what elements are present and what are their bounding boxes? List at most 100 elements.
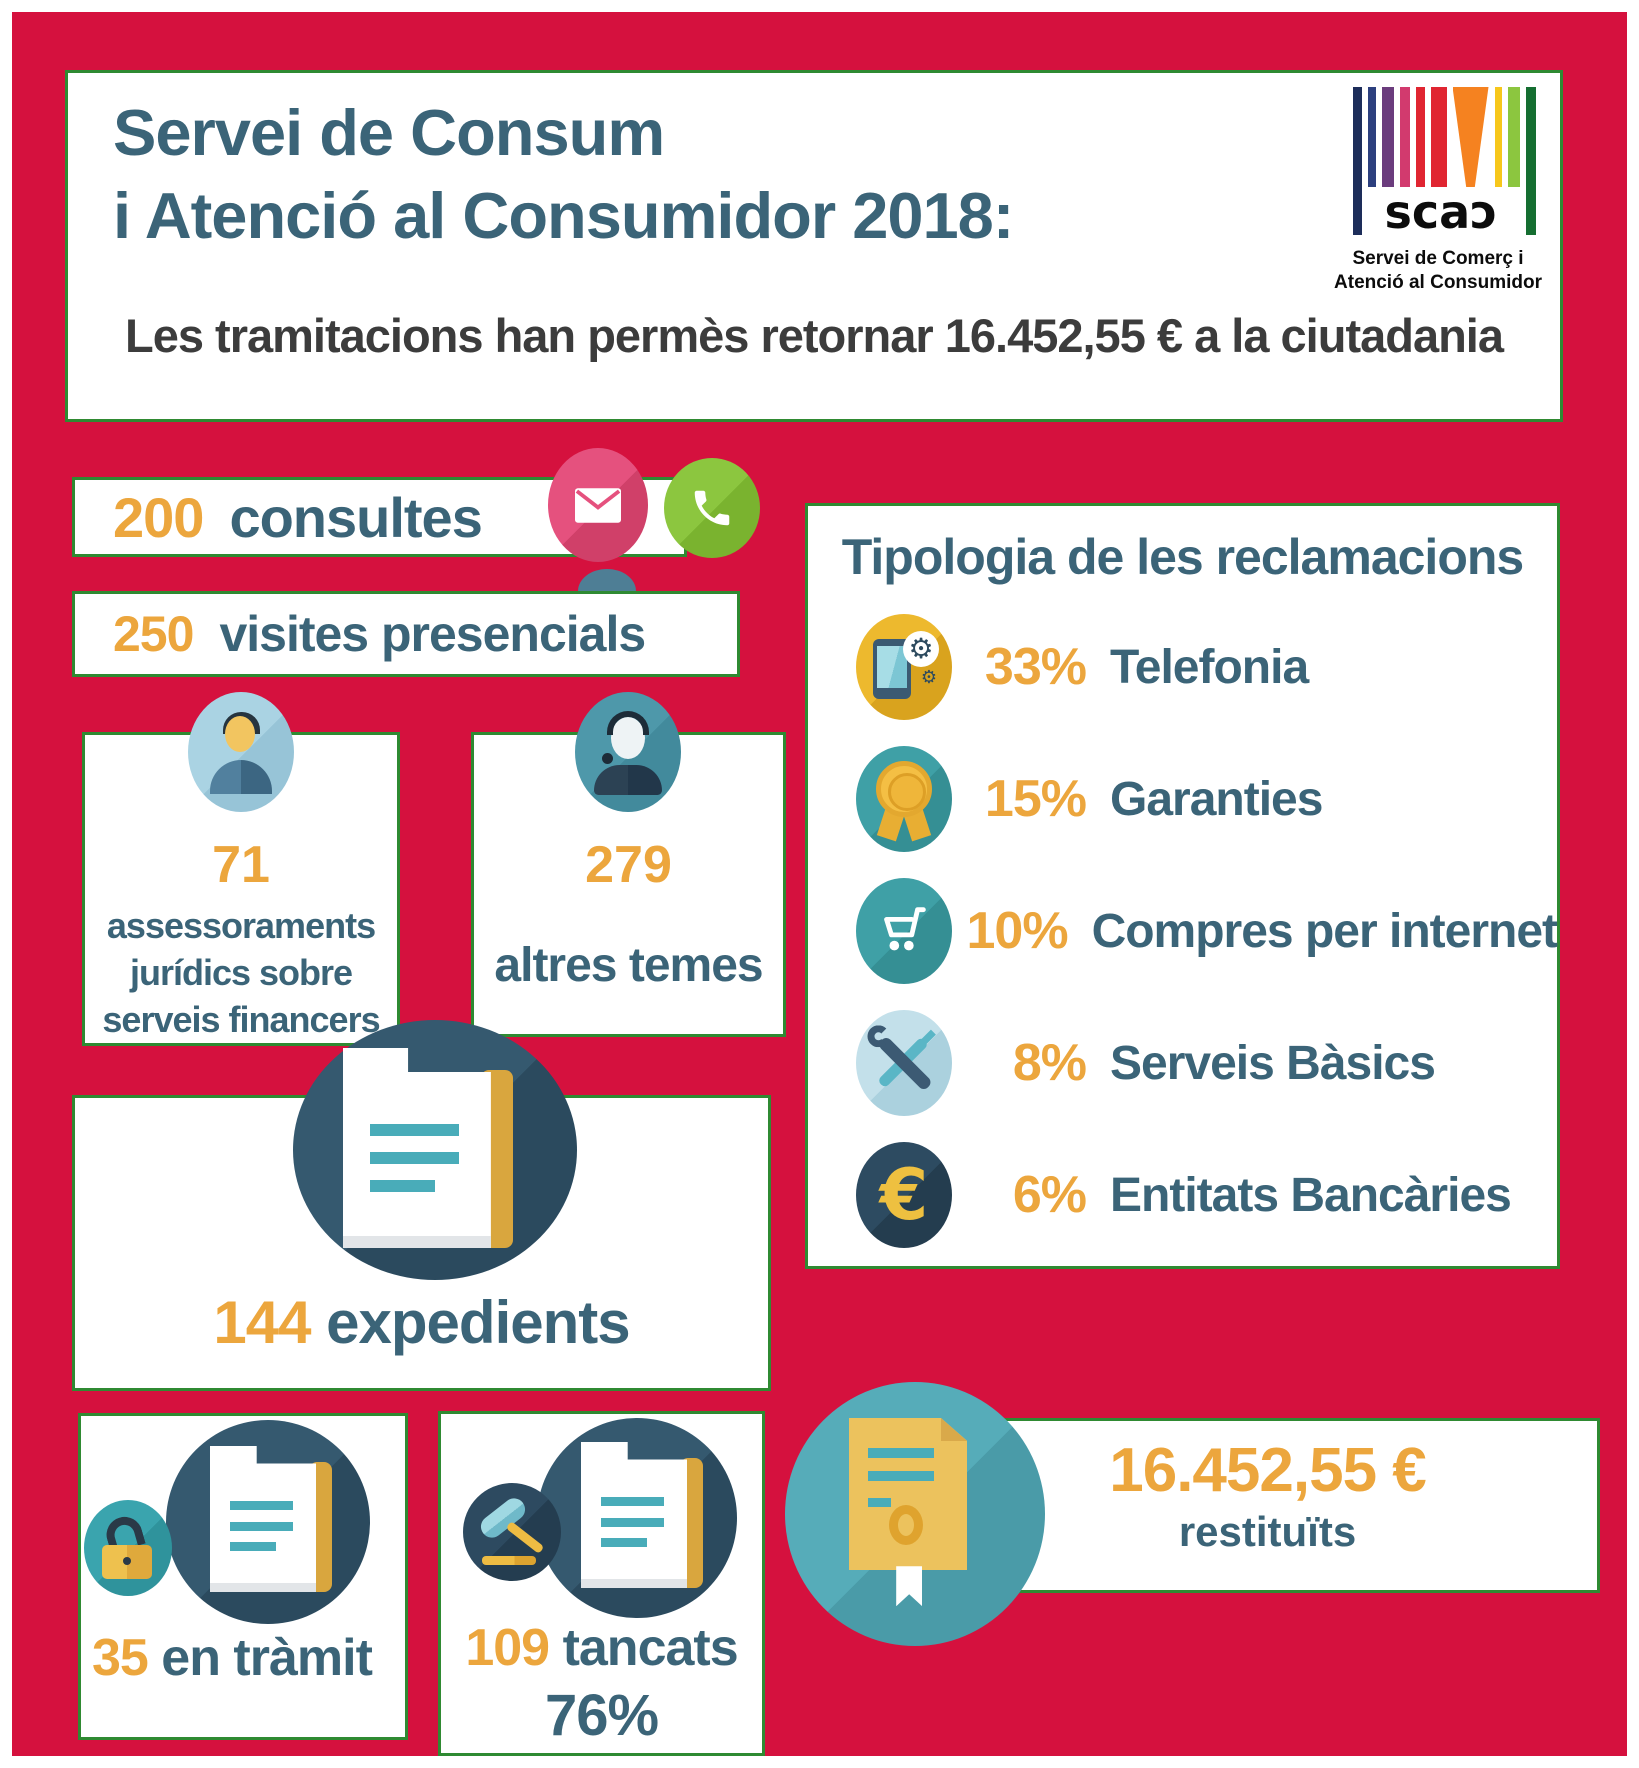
euro-icon: € [856, 1142, 952, 1248]
logo-bar [1415, 87, 1425, 187]
assessoraments-value: 71 [212, 836, 270, 894]
logo-bar [1494, 87, 1502, 187]
gear-bubble: ⚙ [903, 631, 939, 667]
tipologia-percent: 8% [1012, 1034, 1087, 1092]
document-line [600, 1538, 647, 1548]
tipologia-panel: Tipologia de les reclamacions ⚙ ⚙ 33% Te… [805, 503, 1560, 1269]
tipologia-item-serveis: 8% Serveis Bàsics [808, 997, 1557, 1129]
logo-bar [1399, 87, 1410, 187]
tipologia-label: Compres per internet [1091, 904, 1558, 958]
assessoraments-label: assessoraments jurídics sobre serveis fi… [85, 903, 397, 1043]
document-icon [293, 1020, 577, 1280]
visites-value: 250 [113, 606, 194, 662]
phone-icon [664, 458, 760, 558]
document-line [370, 1152, 459, 1164]
person-glyph [206, 710, 276, 794]
logo-bar [1381, 87, 1394, 187]
tramit-label: en tràmit [161, 1629, 373, 1687]
document-page [210, 1446, 317, 1592]
visites-label: visites presencials [219, 606, 646, 662]
altres-value: 279 [585, 836, 672, 894]
tipologia-item-compres: 10% Compres per internet [808, 865, 1558, 997]
document-line [370, 1180, 435, 1192]
certificate-ribbon [896, 1566, 923, 1607]
agent-body [594, 765, 662, 795]
cart-glyph [884, 907, 926, 951]
tools-glyph [864, 1023, 944, 1103]
consultes-value: 200 [113, 485, 204, 549]
expedients-label: expedients [326, 1289, 630, 1356]
scad-logo: scaɔ Servei de Comerç i Atenció al Consu… [1323, 87, 1553, 337]
expedients-stat: 144 expedients [72, 1288, 771, 1357]
restituits-value: 16.452,55 € [1109, 1436, 1427, 1505]
document-page [581, 1442, 688, 1588]
document-glyph [343, 1048, 513, 1248]
shopping-cart-icon [856, 878, 952, 984]
gavel-base [482, 1556, 536, 1565]
assessoraments-label-line2: jurídics sobre [129, 951, 353, 993]
document-line [229, 1501, 293, 1511]
header-subtitle: Les tramitacions han permès retornar 16.… [125, 309, 1504, 362]
visites-panel: 250 visites presencials [72, 591, 740, 677]
tramit-stat: 35 en tràmit [92, 1628, 402, 1688]
person-head [225, 716, 255, 752]
medal-disc [876, 761, 932, 817]
open-padlock-icon [84, 1500, 172, 1596]
gavel-icon [463, 1483, 561, 1581]
certificate-line [867, 1448, 934, 1458]
tipologia-percent: 15% [984, 770, 1087, 828]
certificate-line [867, 1497, 892, 1508]
padlock-body [102, 1545, 152, 1579]
logo-bar [1430, 87, 1447, 187]
medal-glyph [869, 759, 939, 842]
restituits-panel: 16.452,55 € restituïts [935, 1418, 1600, 1593]
person-icon [188, 692, 294, 812]
document-line [229, 1542, 276, 1552]
logo-bar [1352, 87, 1362, 235]
page-title: Servei de Consum i Atenció al Consumidor… [113, 91, 1014, 257]
logo-bar [1525, 87, 1536, 235]
tipologia-percent: 6% [1012, 1166, 1087, 1224]
small-gear-icon: ⚙ [920, 667, 937, 688]
header-panel: Servei de Consum i Atenció al Consumidor… [65, 70, 1563, 422]
title-line-2: i Atenció al Consumidor 2018: [113, 179, 1014, 253]
logo-bar [1367, 87, 1376, 187]
person-body [210, 760, 272, 794]
euro-glyph: € [879, 1154, 929, 1236]
smartphone-gear-icon: ⚙ ⚙ [856, 614, 952, 720]
consultes-label: consultes [229, 485, 482, 549]
assessoraments-label-line1: assessoraments [106, 905, 376, 946]
tipologia-label: Telefonia [1110, 640, 1309, 694]
logo-barcode-icon: scaɔ [1335, 87, 1553, 239]
certificate-line [867, 1471, 934, 1481]
headset-band [607, 711, 649, 735]
document-glyph [210, 1446, 332, 1592]
document-icon [537, 1418, 737, 1618]
mail-icon [548, 448, 648, 562]
logo-caption-line-1: Servei de Comerç i [1352, 248, 1524, 269]
gavel-handle [505, 1521, 545, 1554]
logo-bar [1507, 87, 1520, 187]
headset-mic [602, 753, 613, 764]
document-icon [166, 1420, 370, 1624]
document-line [600, 1497, 664, 1507]
gavel-glyph [476, 1493, 548, 1565]
tipologia-item-entitats: € 6% Entitats Bancàries [808, 1129, 1557, 1261]
logo-caption: Servei de Comerç i Atenció al Consumidor [1323, 247, 1553, 295]
tipologia-label: Serveis Bàsics [1110, 1036, 1436, 1090]
logo-bar [1452, 87, 1489, 187]
tipologia-label: Entitats Bancàries [1110, 1168, 1512, 1222]
handset-glyph [694, 490, 730, 526]
tipologia-percent: 10% [966, 902, 1068, 960]
certificate-icon [785, 1382, 1045, 1646]
tramit-value: 35 [92, 1629, 149, 1687]
tipologia-item-garanties: 15% Garanties [808, 733, 1557, 865]
envelope-glyph [575, 487, 621, 523]
document-line [600, 1517, 664, 1527]
document-line [229, 1521, 293, 1531]
tipologia-percent: 33% [984, 638, 1087, 696]
smartphone-glyph: ⚙ ⚙ [867, 629, 941, 705]
document-page [343, 1048, 491, 1248]
tipologia-title: Tipologia de les reclamacions [841, 529, 1524, 585]
